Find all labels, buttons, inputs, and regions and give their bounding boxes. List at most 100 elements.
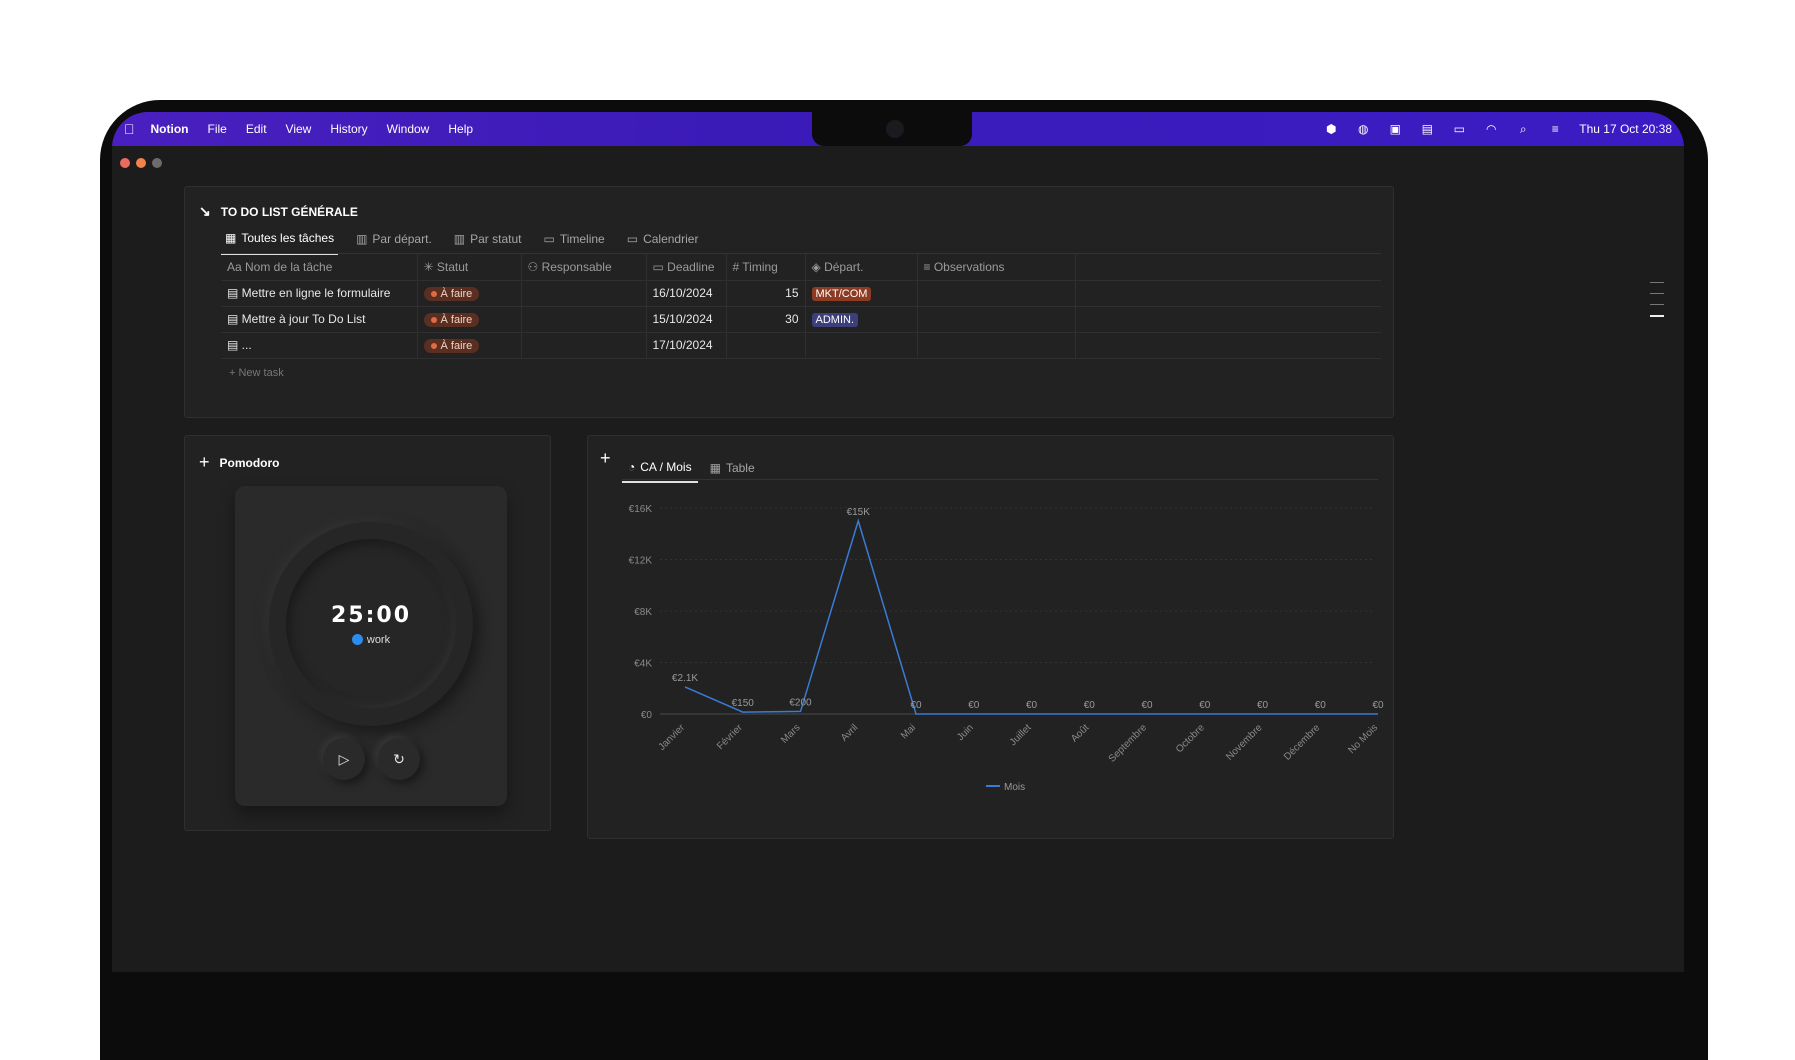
task-name-cell[interactable]: ▤ Mettre à jour To Do List	[221, 306, 418, 333]
task-name-cell[interactable]: ▤ Mettre en ligne le formulaire	[221, 280, 418, 307]
chart-panel: + ◔ CA / Mois ▦ Table €0 €4K €8K €12K €16K Janv…	[587, 435, 1394, 839]
sync-icon[interactable]: ◍	[1358, 122, 1369, 136]
battery-icon[interactable]: ▭	[1453, 122, 1465, 136]
tab-calendar[interactable]: ▭ Calendrier	[623, 227, 703, 255]
status-icon: ✳	[423, 259, 437, 274]
play-button[interactable]: ▷	[323, 738, 365, 780]
menu-app-name[interactable]: Notion	[140, 122, 189, 136]
observations-cell[interactable]	[917, 280, 1076, 307]
calendar-icon[interactable]: ▣	[1389, 122, 1401, 136]
menu-history[interactable]: History	[319, 122, 367, 136]
status-cell[interactable]: À faire	[417, 332, 522, 359]
board-icon: ▥	[356, 232, 368, 246]
table-row[interactable]: ▤ Mettre en ligne le formulaire À faire …	[221, 280, 1381, 307]
x-tick-label: Janvier	[657, 722, 688, 753]
tab-by-dept[interactable]: ▥ Par départ.	[352, 227, 436, 255]
responsable-cell[interactable]	[521, 306, 647, 333]
outline-mark[interactable]	[1650, 293, 1664, 294]
responsable-cell[interactable]	[521, 280, 647, 307]
menu-view[interactable]: View	[275, 122, 312, 136]
close-button[interactable]	[120, 158, 130, 168]
col-status[interactable]: ✳ Statut	[417, 254, 522, 281]
clock[interactable]: Thu 17 Oct 20:38	[1579, 122, 1672, 136]
col-observations[interactable]: ≡ Observations	[917, 254, 1076, 281]
calendar-date-icon[interactable]: ▤	[1421, 122, 1433, 136]
outline-mark-active[interactable]	[1650, 315, 1664, 317]
col-deadline[interactable]: ▭ Deadline	[646, 254, 727, 281]
y-tick-label: €12K	[629, 556, 653, 567]
dept-cell[interactable]	[805, 332, 918, 359]
apple-icon[interactable]: 	[124, 121, 135, 137]
chart-icon: ◔	[628, 460, 636, 474]
col-dept[interactable]: ◈ Départ.	[805, 254, 918, 281]
zoom-button[interactable]	[152, 158, 162, 168]
data-label: €0	[1199, 700, 1211, 711]
tag-icon: ◈	[811, 259, 825, 274]
view-tabs: ▦ Toutes les tâches ▥ Par départ. ▥ Par sta…	[221, 227, 702, 255]
outline-mark[interactable]	[1650, 304, 1664, 305]
timing-cell[interactable]: 15	[726, 280, 806, 307]
plus-icon[interactable]: +	[199, 452, 210, 472]
data-label: €0	[1372, 700, 1384, 711]
tab-timeline[interactable]: ▭ Timeline	[539, 227, 608, 255]
table-header: Aa Nom de la tâche ✳ Statut ⚇ Responsabl…	[221, 254, 1381, 281]
search-icon[interactable]: ⌕	[1519, 122, 1527, 136]
deadline-cell[interactable]: 15/10/2024	[646, 306, 727, 333]
deadline-cell[interactable]: 16/10/2024	[646, 280, 727, 307]
observations-cell[interactable]	[917, 332, 1076, 359]
deadline-cell[interactable]: 17/10/2024	[646, 332, 727, 359]
col-name[interactable]: Aa Nom de la tâche	[221, 254, 418, 281]
responsable-cell[interactable]	[521, 332, 647, 359]
x-tick-label: Décembre	[1282, 722, 1323, 763]
status-area: ⬢ ◍ ▣ ▤ ▭ ◠ ⌕ ≡ Thu 17 Oct 20:38	[1323, 112, 1672, 146]
tasks-table: Aa Nom de la tâche ✳ Statut ⚇ Responsabl…	[221, 254, 1381, 359]
outline-mark[interactable]	[1650, 282, 1664, 283]
line-chart: €0 €4K €8K €12K €16K Janvier Février Mars Avril M…	[629, 504, 1384, 793]
minimize-button[interactable]	[136, 158, 146, 168]
menu-window[interactable]: Window	[376, 122, 430, 136]
table-row[interactable]: ▤ Mettre à jour To Do List À faire 15/10…	[221, 306, 1381, 333]
task-name: Mettre en ligne le formulaire	[241, 286, 391, 300]
x-tick-label: Mars	[779, 722, 803, 746]
tab-all-tasks[interactable]: ▦ Toutes les tâches	[221, 227, 339, 255]
col-responsable[interactable]: ⚇ Responsable	[521, 254, 647, 281]
task-name-cell[interactable]: ▤ ...	[221, 332, 418, 359]
x-tick-label: Mai	[899, 722, 918, 741]
col-label: Timing	[742, 259, 778, 274]
tab-table[interactable]: ▦ Table	[710, 456, 755, 483]
reset-button[interactable]: ↻	[378, 738, 420, 780]
camera-notch	[812, 112, 972, 146]
dept-cell[interactable]: ADMIN.	[805, 306, 918, 333]
extension-icon[interactable]: ⬢	[1326, 122, 1337, 136]
tab-label: Calendrier	[643, 232, 699, 246]
status-cell[interactable]: À faire	[417, 306, 522, 333]
new-task-button[interactable]: + New task	[229, 367, 284, 379]
tab-by-status[interactable]: ▥ Par statut	[450, 227, 526, 255]
pomodoro-header: + Pomodoro	[199, 452, 280, 473]
col-timing[interactable]: # Timing	[726, 254, 806, 281]
timing-cell[interactable]	[726, 332, 806, 359]
status-cell[interactable]: À faire	[417, 280, 522, 307]
x-tick-label: Juillet	[1008, 722, 1034, 748]
tab-label: Toutes les tâches	[241, 231, 335, 245]
tab-ca-mois[interactable]: ◔ CA / Mois	[622, 456, 698, 483]
page-outline[interactable]	[1650, 282, 1664, 327]
menu-edit[interactable]: Edit	[235, 122, 267, 136]
wifi-icon[interactable]: ◠	[1486, 122, 1497, 136]
dept-cell[interactable]: MKT/COM	[805, 280, 918, 307]
timing-cell[interactable]: 30	[726, 306, 806, 333]
x-tick-label: No Mois	[1346, 722, 1380, 756]
col-label: Deadline	[667, 259, 715, 274]
col-empty	[1075, 254, 1381, 281]
plus-icon[interactable]: +	[600, 448, 611, 468]
y-tick-label: €16K	[629, 504, 653, 515]
table-row[interactable]: ▤ ... À faire 17/10/2024	[221, 332, 1381, 359]
menu-help[interactable]: Help	[437, 122, 473, 136]
data-label: €0	[1315, 700, 1327, 711]
y-tick-label: €0	[641, 710, 653, 721]
control-center-icon[interactable]: ≡	[1551, 122, 1559, 136]
tab-divider	[622, 479, 1378, 480]
observations-cell[interactable]	[917, 306, 1076, 333]
timeline-icon: ▭	[543, 232, 555, 246]
menu-file[interactable]: File	[197, 122, 227, 136]
